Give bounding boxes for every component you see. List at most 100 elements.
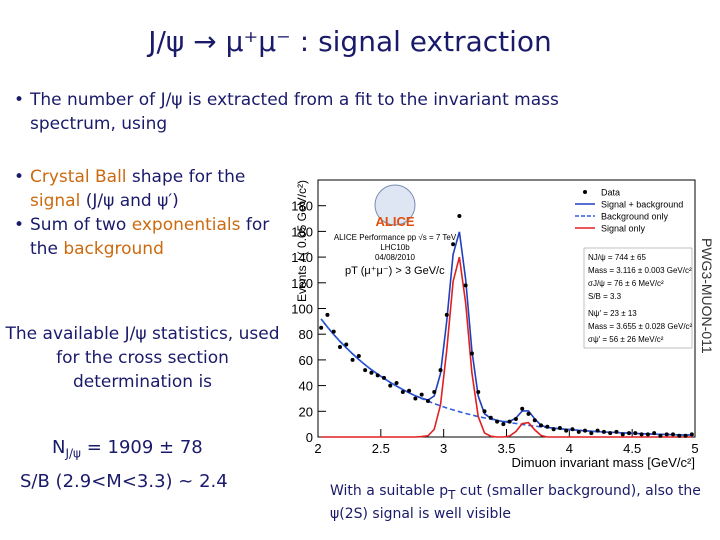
data-point: [671, 432, 676, 437]
data-point: [633, 431, 638, 436]
y-tick-label: 60: [299, 353, 313, 368]
data-point: [608, 431, 613, 436]
data-point: [381, 375, 386, 380]
data-point: [545, 424, 550, 429]
data-point: [532, 418, 537, 423]
methods-list: • Crystal Ball shape for the signal (J/ψ …: [14, 165, 284, 261]
data-point: [495, 419, 500, 424]
data-point: [425, 399, 430, 404]
fit-result: Nψ′ = 23 ± 13: [588, 309, 637, 318]
x-axis-title: Dimuon invariant mass [GeV/c²]: [511, 455, 695, 470]
data-point: [526, 411, 531, 416]
bullet: •: [14, 90, 25, 110]
y-tick-label: 40: [299, 379, 313, 394]
legend-label: Signal + background: [601, 200, 683, 210]
method-item: • Sum of two exponentials for the backgro…: [14, 213, 284, 261]
y-axis-title: Events / ( 0.05 GeV/c²): [295, 180, 309, 302]
data-point: [438, 368, 443, 373]
x-tick-label: 3.5: [497, 441, 515, 456]
bullet: •: [14, 167, 25, 187]
yield-value: = 1909 ± 78: [80, 437, 203, 458]
ratio: S/B (2.9<M<3.3) ~ 2.4: [20, 471, 228, 492]
data-point: [463, 283, 468, 288]
data-point: [400, 390, 405, 395]
y-tick-label: 140: [291, 250, 313, 265]
data-point: [677, 433, 682, 438]
data-point: [325, 312, 330, 317]
data-point: [369, 370, 374, 375]
data-point: [419, 392, 424, 397]
data-point: [476, 390, 481, 395]
data-point: [407, 388, 412, 393]
legend-marker: [583, 190, 587, 194]
x-tick-label: 5: [691, 441, 698, 456]
fit-result: Mass = 3.655 ± 0.028 GeV/c²: [588, 322, 693, 331]
legend-label: Signal only: [601, 224, 646, 234]
data-point: [488, 415, 493, 420]
yield: NJ/ψ = 1909 ± 78: [52, 436, 203, 466]
data-point: [589, 431, 594, 436]
y-tick-label: 100: [291, 302, 313, 317]
date-label: 04/08/2010: [375, 253, 416, 262]
method-text: for the: [30, 215, 275, 259]
data-point: [601, 429, 606, 434]
data-point: [432, 390, 437, 395]
data-point: [350, 357, 355, 362]
fit-result: σJ/ψ = 76 ± 6 MeV/c²: [588, 279, 664, 288]
data-point: [689, 432, 694, 437]
data-point: [375, 373, 380, 378]
data-point: [627, 431, 632, 436]
data-point: [337, 345, 342, 350]
data-point: [683, 433, 688, 438]
x-tick-label: 3: [440, 441, 447, 456]
data-point: [457, 213, 462, 218]
method-text: Sum of two: [30, 215, 132, 235]
data-point: [620, 432, 625, 437]
fit-result: NJ/ψ = 744 ± 65: [588, 253, 646, 262]
data-point: [576, 429, 581, 434]
cut-label: pT (μ⁺μ⁻) > 3 GeV/c: [345, 265, 445, 277]
method-text: exponentials: [131, 215, 241, 235]
data-point: [413, 396, 418, 401]
fit-curve: [321, 256, 692, 438]
y-tick-label: 80: [299, 327, 313, 342]
data-point: [639, 432, 644, 437]
intro-text: The number of J/ψ is extracted from a fi…: [30, 90, 559, 134]
note-text: T: [448, 487, 456, 502]
data-point: [539, 423, 544, 428]
x-tick-label: 2.5: [372, 441, 390, 456]
data-point: [564, 428, 569, 433]
data-point: [583, 428, 588, 433]
method-text: background: [63, 239, 164, 259]
method-text: (J/ψ and ψ′): [80, 191, 179, 211]
data-point: [394, 381, 399, 386]
note: With a suitable pT cut (smaller backgrou…: [330, 482, 720, 524]
method-item: • Crystal Ball shape for the signal (J/ψ …: [14, 165, 284, 213]
legend-label: Data: [601, 188, 620, 198]
fit-result: σψ′ = 56 ± 26 MeV/c²: [588, 335, 664, 344]
data-point: [331, 329, 336, 334]
data-point: [363, 368, 368, 373]
note-text: cut (smaller background), also the ψ(2S)…: [330, 483, 706, 522]
data-point: [645, 432, 650, 437]
slide-title: J/ψ → μ⁺μ⁻ : signal extraction: [148, 25, 552, 58]
x-tick-label: 4: [566, 441, 573, 456]
data-point: [570, 427, 575, 432]
intro-bullet: • The number of J/ψ is extracted from a f…: [14, 88, 630, 136]
y-tick-label: 160: [291, 224, 313, 239]
data-point: [501, 422, 506, 427]
x-tick-label: 2: [314, 441, 321, 456]
y-tick-label: 20: [299, 404, 313, 419]
legend-label: Background only: [601, 212, 669, 222]
data-point: [664, 432, 669, 437]
data-point: [469, 351, 474, 356]
data-point: [595, 428, 600, 433]
plot-label: PWG3-MUON-011: [699, 238, 715, 354]
fit-result: S/B = 3.3: [588, 292, 622, 301]
data-point: [451, 242, 456, 247]
data-point: [614, 429, 619, 434]
performance-label: ALICE Performance pp √s = 7 TeV: [334, 233, 457, 242]
data-point: [319, 325, 324, 330]
logo: [374, 184, 416, 226]
data-point: [513, 417, 518, 422]
